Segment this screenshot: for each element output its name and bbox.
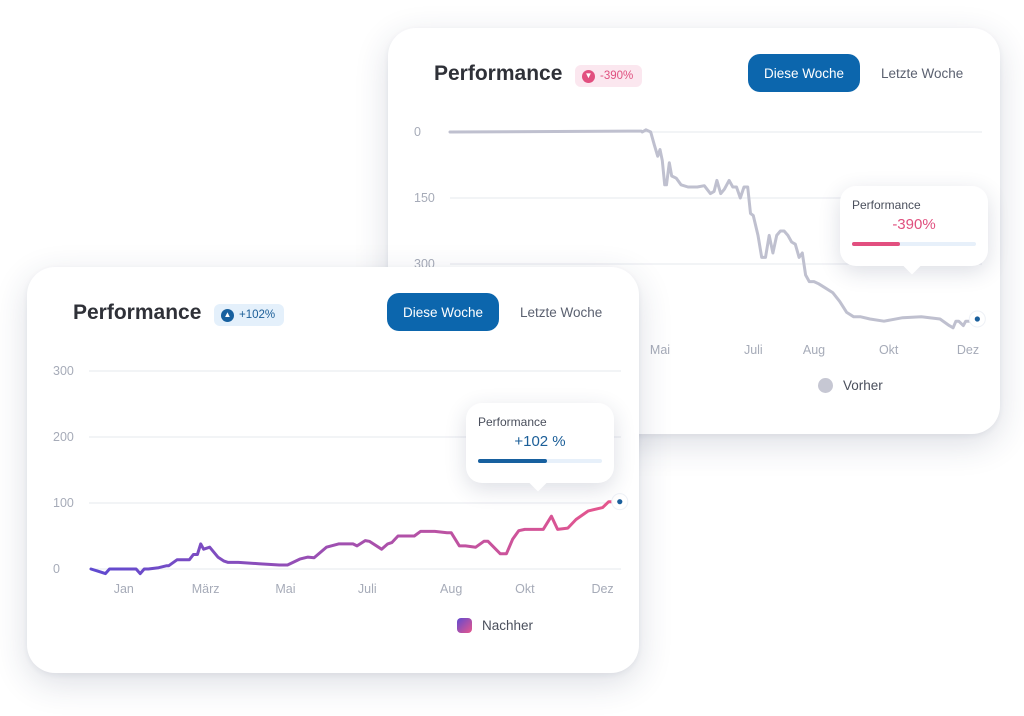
back-badge-value: -390% [600,70,633,82]
y-tick-label: 0 [414,125,421,139]
chevron-down-icon: ▼ [582,70,595,83]
y-tick-label: 0 [53,562,60,576]
front-legend[interactable]: Nachher [457,618,533,633]
end-point-marker[interactable] [975,316,980,321]
x-tick-label: Dez [591,582,613,596]
back-tab-diese-woche[interactable]: Diese Woche [748,54,860,92]
front-performance-badge: ▲ +102% [214,304,284,326]
back-performance-badge: ▼ -390% [575,65,642,87]
end-point-marker[interactable] [617,499,622,504]
chevron-up-icon: ▲ [221,309,234,322]
front-tooltip-label: Performance [478,415,547,429]
front-chart-title: Performance [73,301,201,325]
back-tooltip-progress [852,242,976,246]
front-tab-letzte-woche[interactable]: Letzte Woche [520,293,602,331]
legend-swatch-icon [457,618,472,633]
front-tooltip-value: +102 % [466,433,614,450]
back-legend-label: Vorher [843,378,883,393]
back-chart-title: Performance [434,62,562,86]
back-tab-letzte-woche[interactable]: Letzte Woche [881,54,963,92]
x-tick-label: Aug [803,343,825,357]
series-line-nachher [91,502,620,574]
x-tick-label: Aug [440,582,462,596]
x-tick-label: Mai [650,343,670,357]
legend-dot-icon [818,378,833,393]
front-tooltip-progress-fill [478,459,547,463]
y-tick-label: 150 [414,191,435,205]
y-tick-label: 200 [53,430,74,444]
x-tick-label: Juli [358,582,377,596]
x-tick-label: Jan [114,582,134,596]
front-tooltip-progress [478,459,602,463]
y-tick-label: 100 [53,496,74,510]
x-tick-label: März [192,582,220,596]
y-tick-label: 300 [53,364,74,378]
back-tooltip-value: -390% [840,216,988,233]
front-tab-diese-woche[interactable]: Diese Woche [387,293,499,331]
x-tick-label: Okt [879,343,899,357]
x-tick-label: Juli [744,343,763,357]
front-badge-value: +102% [239,309,275,321]
back-legend[interactable]: Vorher [818,378,883,393]
back-tooltip-progress-fill [852,242,900,246]
x-tick-label: Okt [515,582,535,596]
front-legend-label: Nachher [482,618,533,633]
front-tooltip: Performance +102 % [466,403,614,483]
x-tick-label: Mai [275,582,295,596]
front-chart-card: 300 200 100 0 Jan März Mai Juli Aug Okt Dez Perfor… [27,267,639,673]
back-tooltip-label: Performance [852,198,921,212]
x-tick-label: Dez [957,343,979,357]
back-tooltip: Performance -390% [840,186,988,266]
